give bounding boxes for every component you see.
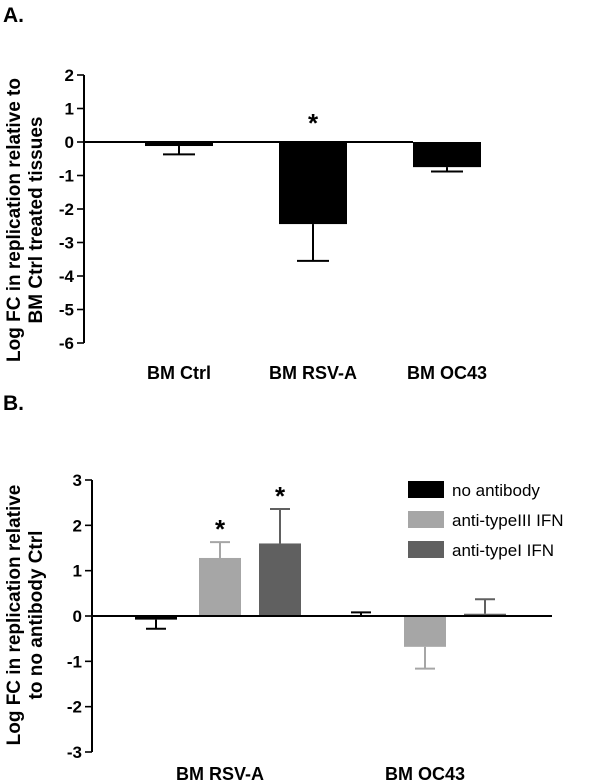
panel-a-ylabel-line-2: BM Ctrl treated tissues — [26, 117, 47, 324]
panel-b-ytick-label-5: -2 — [67, 698, 82, 717]
panel-b-xlabel-1: BM OC43 — [385, 764, 465, 783]
panel-a-ylabel-line-1: Log FC in replication relative to — [4, 78, 25, 362]
panel-b-ytick-label-2: 1 — [73, 562, 82, 581]
panel-b-ylabel-line-2: to no antibody Ctrl — [26, 531, 47, 700]
panel-b-bar-s0-c0 — [135, 616, 177, 620]
panel-b-ytick-label-6: -3 — [67, 743, 82, 762]
panel-b-significance-s2-c0: * — [275, 481, 286, 511]
panel-a-ytick-label-4: -2 — [59, 200, 74, 219]
panel-b-ytick-label-4: -1 — [67, 652, 82, 671]
panel-b-bar-s1-c1 — [404, 616, 446, 647]
legend-label-1: anti-typeIII IFN — [452, 511, 563, 530]
panel-b-bar-s1-c0 — [199, 557, 241, 616]
panel-b-ytick-label-1: 2 — [73, 516, 82, 535]
panel-a-ytick-label-5: -3 — [59, 234, 74, 253]
panel-a-ytick-label-3: -1 — [59, 167, 74, 186]
panel-b-ytick-label-3: 0 — [73, 607, 82, 626]
panel-a-xlabel-2: BM OC43 — [407, 363, 487, 383]
panel-b-significance-s1-c0: * — [215, 514, 226, 544]
panel-b-legend: no antibody anti-typeIII IFN anti-typeI IF… — [408, 481, 563, 560]
panel-a-bar-0 — [145, 142, 213, 147]
panel-a-bar-2 — [413, 142, 481, 168]
legend-label-2: anti-typeI IFN — [452, 541, 554, 560]
legend-swatch-0 — [408, 481, 444, 498]
legend-swatch-2 — [408, 541, 444, 558]
panel-a-ytick-label-2: 0 — [65, 133, 74, 152]
panel-a-ytick-label-1: 1 — [65, 100, 74, 119]
panel-a-significance-1: * — [308, 108, 319, 138]
panel-a-bar-1 — [279, 142, 347, 225]
panel-b-ylabel: Log FC in replication relative to no ant… — [4, 485, 47, 746]
panel-a-label: A. — [3, 4, 24, 27]
panel-a-xlabel-1: BM RSV-A — [269, 363, 357, 383]
panel-b-xlabel-0: BM RSV-A — [176, 764, 264, 783]
panel-b-bar-s2-c1 — [464, 613, 506, 616]
panel-b-ylabel-line-1: Log FC in replication relative — [4, 485, 25, 746]
panel-a-ylabel: Log FC in replication relative to BM Ctr… — [4, 78, 47, 362]
panel-a-ytick-label-8: -6 — [59, 334, 74, 353]
panel-a-xlabel-0: BM Ctrl — [147, 363, 211, 383]
panel-a-ytick-label-7: -5 — [59, 301, 74, 320]
legend-label-0: no antibody — [452, 481, 540, 500]
panel-a-plot: 2 1 0 -1 -2 -3 -4 -5 -6 BM Ctrl * BM RSV-A BM OC43 — [59, 66, 487, 383]
panel-b-label: B. — [3, 392, 24, 415]
panel-b-plot: 3 2 1 0 -1 -2 -3 * * BM RSV-A BM OC43 no antibody an… — [67, 471, 564, 783]
panel-b-ytick-label-0: 3 — [73, 471, 82, 490]
panel-a-ytick-label-6: -4 — [59, 267, 75, 286]
panel-b-bar-s2-c0 — [259, 543, 301, 616]
panel-a-ytick-label-0: 2 — [65, 66, 74, 85]
legend-swatch-1 — [408, 511, 444, 528]
